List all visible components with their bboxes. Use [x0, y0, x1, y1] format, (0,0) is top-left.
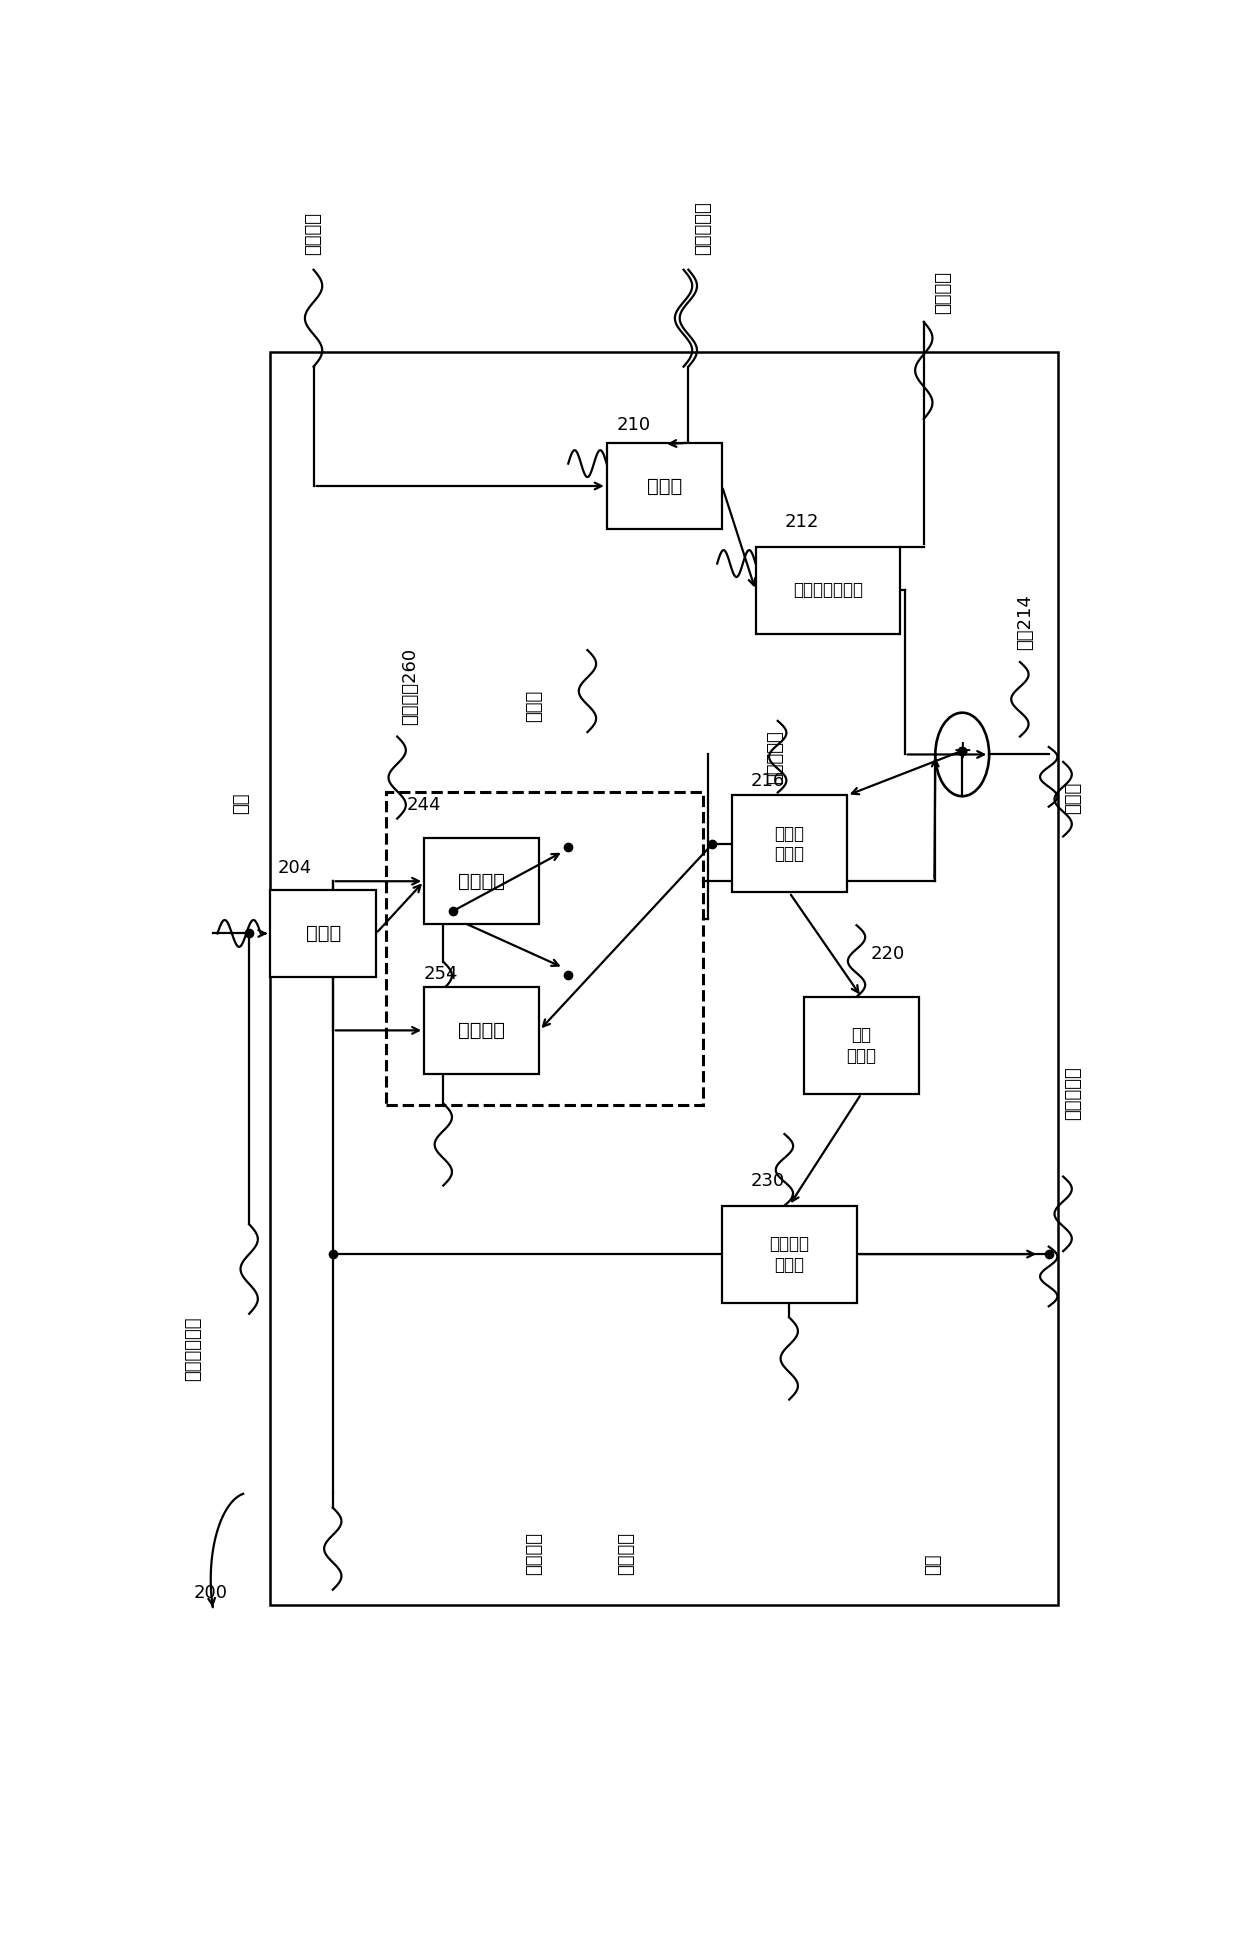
Text: 210: 210 — [616, 416, 651, 434]
Text: 重建214: 重建214 — [1016, 595, 1034, 651]
Text: 212: 212 — [785, 513, 818, 531]
Text: 解码图像: 解码图像 — [616, 1532, 635, 1575]
Text: 230: 230 — [751, 1172, 785, 1189]
Text: 输出: 输出 — [924, 1553, 942, 1575]
Text: （列）
缓冲器: （列） 缓冲器 — [774, 825, 805, 864]
Text: 滤波后的块: 滤波后的块 — [1064, 1065, 1081, 1120]
Text: 模式选择260: 模式选择260 — [401, 647, 419, 724]
Bar — [804, 998, 919, 1094]
Text: 帧内预测: 帧内预测 — [459, 1021, 505, 1040]
Text: 200: 200 — [193, 1584, 227, 1602]
Text: 熔解码: 熔解码 — [305, 924, 341, 943]
Text: +: + — [952, 740, 972, 763]
Text: 逆变换块: 逆变换块 — [934, 271, 952, 314]
Text: 反量化系数: 反量化系数 — [693, 201, 712, 256]
Bar — [424, 839, 539, 924]
Bar — [732, 796, 847, 893]
Text: 量化系数: 量化系数 — [305, 211, 322, 256]
Text: 216: 216 — [751, 773, 785, 790]
Text: 编码图像数据: 编码图像数据 — [185, 1317, 202, 1381]
Text: 220: 220 — [870, 945, 905, 963]
Text: 重建块: 重建块 — [1064, 783, 1081, 814]
Text: 244: 244 — [407, 796, 441, 814]
Bar — [755, 546, 900, 633]
Bar — [386, 792, 703, 1104]
Text: 环路
滤波器: 环路 滤波器 — [847, 1027, 877, 1065]
Text: 反量化: 反量化 — [647, 477, 682, 496]
Bar — [270, 353, 1058, 1604]
Text: 254: 254 — [424, 965, 459, 982]
Bar — [606, 444, 722, 529]
Text: 输入: 输入 — [232, 792, 250, 814]
Text: 解码图像
缓冲器: 解码图像 缓冲器 — [769, 1234, 810, 1273]
Bar — [722, 1205, 857, 1302]
Bar — [424, 988, 539, 1073]
Text: 参考像素点: 参考像素点 — [766, 730, 784, 784]
Text: 204: 204 — [278, 858, 312, 877]
Text: 解码图像: 解码图像 — [526, 1532, 543, 1575]
Text: 帧间预测: 帧间预测 — [459, 872, 505, 891]
Text: 逆变换（缩放）: 逆变换（缩放） — [792, 581, 863, 599]
Text: 预测块: 预测块 — [526, 690, 543, 723]
Bar — [270, 891, 376, 976]
